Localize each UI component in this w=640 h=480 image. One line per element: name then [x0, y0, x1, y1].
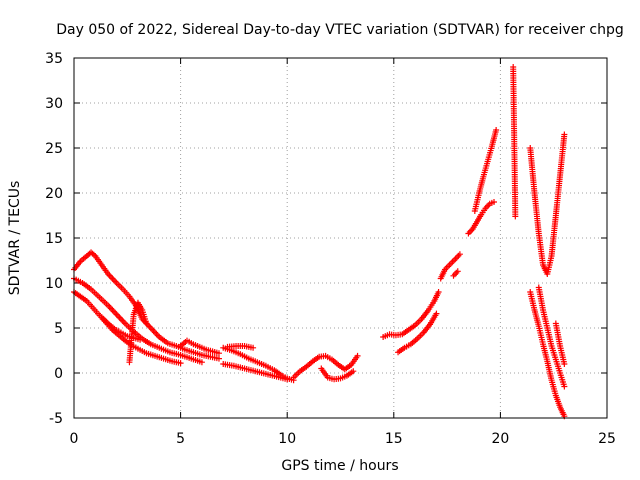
y-tick-label: -5: [49, 411, 63, 427]
series-arc-8: [220, 361, 291, 383]
tick-labels: 0 5 10 15 20 25 -5 0 5 10 15 20 25 30 35: [45, 51, 616, 447]
series-arc-18: [510, 64, 519, 220]
series-arc-10: [290, 352, 361, 381]
data-point: [493, 127, 500, 133]
data-point: [512, 213, 519, 220]
y-tick-label: 10: [45, 276, 63, 292]
series-arc-11: [318, 365, 357, 383]
series-arc-19: [527, 131, 568, 277]
data-point: [491, 199, 498, 205]
x-tick-label: 25: [598, 431, 616, 447]
data-point: [561, 361, 568, 367]
data-point: [215, 355, 222, 362]
grid: [74, 58, 607, 418]
data-point: [561, 131, 568, 138]
series-arc-12: [380, 289, 442, 340]
data-point: [561, 383, 568, 390]
series-arc-2: [71, 275, 205, 366]
y-tick-label: 35: [45, 51, 63, 67]
data-point: [350, 368, 357, 375]
data-point: [177, 360, 184, 367]
series-arc-15: [450, 268, 461, 279]
y-tick-label: 30: [45, 96, 63, 112]
data-marks: [71, 64, 568, 420]
series-arc-17: [471, 127, 500, 214]
data-point: [143, 320, 150, 327]
plot-frame: [73, 57, 608, 419]
x-tick-label: 5: [176, 431, 185, 447]
x-tick-label: 0: [70, 431, 79, 447]
series-arc-14: [437, 251, 463, 282]
x-tick-label: 20: [491, 431, 509, 447]
x-tick-label: 15: [385, 431, 403, 447]
y-tick-label: 5: [54, 321, 63, 337]
series-arc-21: [535, 284, 568, 390]
data-point: [433, 310, 440, 317]
y-axis-title: SDTVAR / TECUs: [7, 181, 23, 296]
data-point: [137, 336, 144, 343]
data-point: [435, 289, 442, 295]
series-arc-16: [465, 199, 498, 237]
chart-title: Day 050 of 2022, Sidereal Day-to-day VTE…: [56, 22, 624, 38]
x-tick-label: 10: [278, 431, 296, 447]
data-point: [198, 359, 205, 366]
y-tick-label: 15: [45, 231, 63, 247]
data-point: [215, 350, 222, 357]
y-tick-label: 25: [45, 141, 63, 157]
series-arc-13: [395, 310, 440, 356]
series-arc-22: [552, 320, 568, 367]
data-point: [354, 352, 361, 359]
data-point: [454, 268, 461, 275]
series-arc-9: [224, 343, 257, 351]
y-tick-label: 0: [54, 366, 63, 382]
series-arc-5: [126, 299, 150, 366]
data-point: [456, 251, 463, 258]
data-point: [284, 376, 291, 383]
y-tick-label: 20: [45, 186, 63, 202]
x-axis-title: GPS time / hours: [281, 458, 398, 474]
data-point: [250, 344, 257, 351]
series-arc-20: [527, 289, 568, 420]
series-arc-6: [177, 337, 222, 357]
